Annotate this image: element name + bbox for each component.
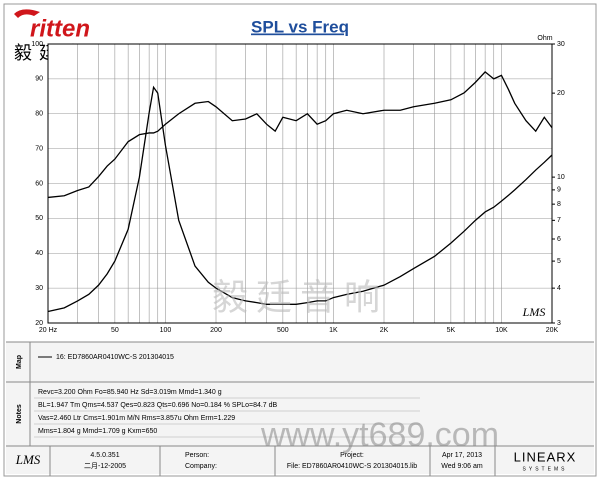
y2-axis-label: Ohm	[537, 35, 552, 42]
logo: ritten	[30, 15, 90, 42]
y-tick-label: 30	[35, 285, 43, 292]
x-tick-label: 20K	[546, 327, 559, 334]
x-tick-label: 500	[277, 327, 289, 334]
time: Wed 9:06 am	[441, 463, 483, 470]
brand-sub: SYSTEMS	[523, 466, 568, 472]
x-tick-label: 100	[160, 327, 172, 334]
x-tick-label: 5K	[447, 327, 456, 334]
x-tick-label: 20 Hz	[39, 327, 58, 334]
y2-tick-label: 30	[557, 41, 565, 48]
map-label: Map	[16, 355, 23, 369]
info-panel	[6, 342, 594, 474]
watermark: 毅廷音响	[212, 277, 388, 318]
x-tick-label: 2K	[380, 327, 389, 334]
note-line: BL=1.947 Tm Qms=4.537 Qes=0.823 Qts=0.69…	[38, 402, 278, 409]
y-tick-label: 80	[35, 111, 43, 118]
file: File: ED7860AR0410WC-S 201304015.lib	[287, 463, 417, 470]
y2-tick-label: 10	[557, 174, 565, 181]
y-tick-label: 90	[35, 76, 43, 83]
chart-title: SPL vs Freq	[251, 17, 349, 36]
y-tick-label: 70	[35, 145, 43, 152]
note-line: Vas=2.460 Ltr Cms=1.901m M/N Rms=3.857u …	[38, 415, 235, 422]
build-date: 二月-12-2005	[84, 462, 126, 470]
y2-tick-label: 3	[557, 320, 561, 327]
project: Project:	[340, 452, 364, 459]
version: 4.5.0.351	[90, 452, 119, 459]
y2-tick-label: 9	[557, 187, 561, 194]
company: Company:	[185, 463, 217, 470]
series-line	[47, 85, 553, 313]
y2-tick-label: 5	[557, 258, 561, 265]
legend-label: 16: ED7860AR0410WC-S 201304015	[56, 354, 174, 361]
notes: Revc=3.200 Ohm Fo=85.940 Hz Sd=3.019m Mm…	[34, 389, 420, 438]
y-tick-label: 50	[35, 215, 43, 222]
y-tick-label: 20	[35, 320, 43, 327]
y2-tick-label: 6	[557, 236, 561, 243]
x-tick-label: 10K	[495, 327, 508, 334]
person: Person:	[185, 452, 209, 459]
plot-frame	[47, 43, 553, 324]
note-line: Revc=3.200 Ohm Fo=85.940 Hz Sd=3.019m Mm…	[38, 389, 222, 396]
plot: 20 Hz 50 100 200 500 1K 2K 5K 10K 20K 20 30 40 50 60 70…	[31, 41, 565, 334]
site-watermark: www.yt689.com	[260, 416, 499, 454]
y-tick-label: 40	[35, 250, 43, 257]
y-tick-label: 100	[31, 41, 43, 48]
y2-tick-label: 4	[557, 285, 561, 292]
y-tick-label: 60	[35, 180, 43, 187]
notes-label: Notes	[16, 404, 23, 424]
brand: LINEARX	[514, 449, 577, 464]
footer-logo: LMS	[15, 452, 41, 467]
date: Apr 17, 2013	[442, 452, 482, 459]
plot-logo: LMS	[522, 305, 546, 319]
note-line: Mms=1.804 g Mmd=1.709 g Kxm=650	[38, 428, 157, 435]
x-tick-label: 1K	[329, 327, 338, 334]
x-tick-label: 200	[210, 327, 222, 334]
x-tick-label: 50	[111, 327, 119, 334]
y2-tick-label: 7	[557, 217, 561, 224]
series-line	[47, 71, 553, 199]
y2-tick-label: 8	[557, 201, 561, 208]
logo-swoosh	[14, 9, 40, 18]
y2-tick-label: 20	[557, 90, 565, 97]
